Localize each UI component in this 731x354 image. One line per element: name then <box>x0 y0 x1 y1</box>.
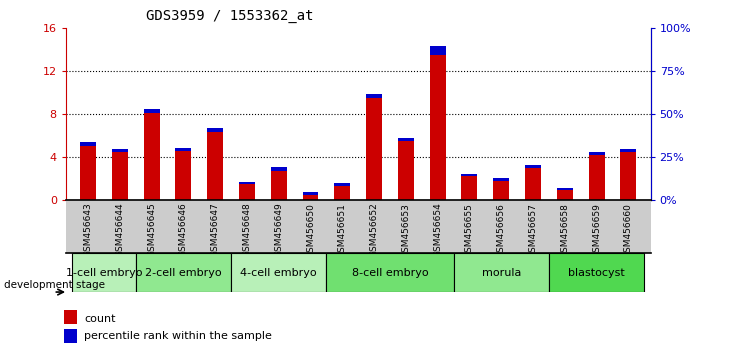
Bar <box>144 113 159 200</box>
Text: GSM456643: GSM456643 <box>83 202 93 257</box>
Text: blastocyst: blastocyst <box>568 268 625 278</box>
Bar <box>461 176 477 200</box>
Bar <box>430 46 446 55</box>
Bar <box>334 186 350 200</box>
Text: GSM456660: GSM456660 <box>624 202 633 258</box>
Bar <box>588 152 605 155</box>
Text: GSM456651: GSM456651 <box>338 202 346 258</box>
Bar <box>303 195 319 200</box>
Text: GSM456656: GSM456656 <box>496 202 506 258</box>
Bar <box>493 181 510 200</box>
Text: GSM456657: GSM456657 <box>529 202 537 258</box>
Bar <box>557 190 572 200</box>
Text: percentile rank within the sample: percentile rank within the sample <box>84 331 272 341</box>
Text: GSM456659: GSM456659 <box>592 202 601 258</box>
Text: GSM456646: GSM456646 <box>179 202 188 257</box>
Bar <box>588 155 605 200</box>
Bar <box>453 253 549 292</box>
Text: 1-cell embryo: 1-cell embryo <box>66 268 142 278</box>
Bar <box>621 152 636 200</box>
Bar <box>207 128 223 132</box>
Text: GSM456655: GSM456655 <box>465 202 474 258</box>
Bar <box>72 253 136 292</box>
Bar <box>175 148 192 151</box>
Bar <box>398 138 414 141</box>
Bar <box>557 188 572 190</box>
Text: development stage: development stage <box>4 280 105 290</box>
Text: GSM456652: GSM456652 <box>370 202 379 257</box>
Bar <box>112 152 128 200</box>
Bar <box>231 253 327 292</box>
Text: GSM456650: GSM456650 <box>306 202 315 258</box>
Text: GSM456647: GSM456647 <box>211 202 220 257</box>
Bar <box>621 149 636 152</box>
Text: GDS3959 / 1553362_at: GDS3959 / 1553362_at <box>146 9 314 23</box>
Bar <box>549 253 644 292</box>
Bar <box>64 310 77 324</box>
Text: GSM456649: GSM456649 <box>274 202 283 257</box>
Bar <box>366 94 382 98</box>
Bar <box>80 142 96 146</box>
Text: GSM456653: GSM456653 <box>401 202 410 258</box>
Bar <box>493 178 510 181</box>
Bar <box>270 167 287 171</box>
Bar <box>207 132 223 200</box>
Bar <box>239 184 255 200</box>
Text: 2-cell embryo: 2-cell embryo <box>145 268 221 278</box>
Text: GSM456658: GSM456658 <box>560 202 569 258</box>
Text: 8-cell embryo: 8-cell embryo <box>352 268 428 278</box>
Text: morula: morula <box>482 268 521 278</box>
Bar <box>239 182 255 184</box>
Bar <box>112 149 128 152</box>
Bar <box>461 174 477 176</box>
Bar <box>136 253 231 292</box>
Text: GSM456654: GSM456654 <box>433 202 442 257</box>
Bar <box>64 329 77 343</box>
Bar <box>430 55 446 200</box>
Bar <box>525 165 541 168</box>
Bar <box>80 146 96 200</box>
Bar <box>175 151 192 200</box>
Text: GSM456645: GSM456645 <box>147 202 156 257</box>
Bar <box>303 193 319 195</box>
Text: 4-cell embryo: 4-cell embryo <box>240 268 317 278</box>
Bar <box>270 171 287 200</box>
Bar <box>327 253 453 292</box>
Bar <box>366 98 382 200</box>
Text: GSM456648: GSM456648 <box>243 202 251 257</box>
Text: count: count <box>84 314 115 324</box>
Bar <box>144 109 159 113</box>
Bar <box>334 183 350 186</box>
Text: GSM456644: GSM456644 <box>115 202 124 257</box>
Bar <box>398 141 414 200</box>
Bar <box>525 168 541 200</box>
